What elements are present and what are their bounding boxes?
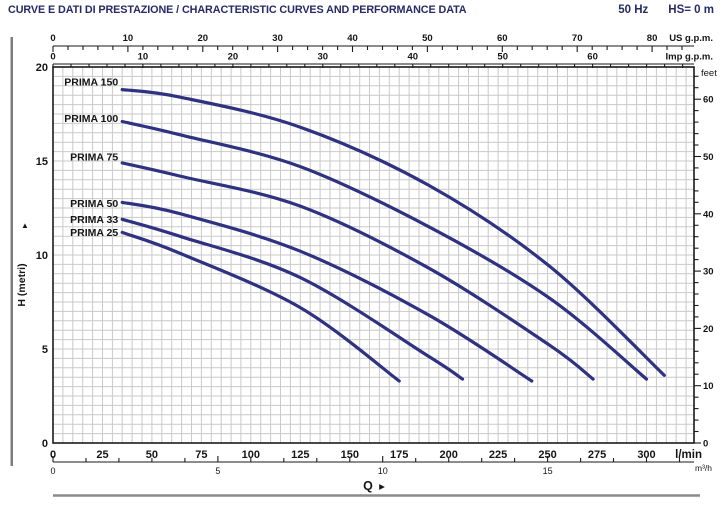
svg-text:US g.p.m.: US g.p.m. — [669, 33, 713, 44]
svg-text:40: 40 — [703, 209, 714, 220]
svg-text:300: 300 — [637, 449, 655, 461]
svg-text:250: 250 — [538, 449, 556, 461]
series-label-prima-50: PRIMA 50 — [70, 198, 118, 210]
svg-text:▲: ▲ — [21, 221, 29, 230]
svg-text:50: 50 — [703, 152, 714, 163]
axis-m3h: 0 5 10 15 m³/h — [50, 456, 712, 476]
svg-text:5: 5 — [42, 344, 48, 356]
series-label-prima-150: PRIMA 150 — [64, 77, 118, 89]
svg-text:15: 15 — [543, 466, 553, 476]
svg-text:▶: ▶ — [379, 482, 386, 491]
svg-text:20: 20 — [228, 52, 239, 63]
q-axis-title: Q ▶ — [363, 479, 386, 493]
svg-text:feet: feet — [701, 68, 717, 79]
svg-text:0: 0 — [50, 52, 55, 63]
svg-text:25: 25 — [96, 449, 108, 461]
svg-text:80: 80 — [647, 33, 658, 44]
curve-prima-33 — [120, 217, 465, 381]
series-label-prima-75: PRIMA 75 — [70, 152, 118, 164]
svg-text:30: 30 — [318, 52, 329, 63]
header-conditions: 50 Hz HS= 0 m — [618, 4, 714, 16]
curve-prima-150 — [120, 88, 666, 377]
svg-text:60: 60 — [587, 52, 598, 63]
svg-text:40: 40 — [408, 52, 419, 63]
axis-us-gpm: 0 10 20 30 40 50 60 70 80 US g.p.m. — [50, 33, 713, 52]
svg-text:125: 125 — [291, 449, 309, 461]
curve-prima-75 — [120, 161, 595, 381]
svg-text:275: 275 — [588, 449, 606, 461]
svg-text:200: 200 — [440, 449, 458, 461]
svg-text:20: 20 — [703, 324, 714, 335]
svg-text:20: 20 — [198, 33, 209, 44]
svg-text:225: 225 — [489, 449, 507, 461]
series-label-prima-25: PRIMA 25 — [70, 227, 118, 239]
svg-text:Q: Q — [363, 479, 373, 493]
svg-text:5: 5 — [215, 466, 220, 476]
axis-feet: 0 10 20 30 40 50 60 feet — [694, 68, 717, 450]
svg-text:50: 50 — [146, 449, 158, 461]
frequency-label: 50 Hz — [618, 4, 649, 16]
suction-head-label: HS= 0 m — [668, 4, 714, 16]
svg-text:10: 10 — [138, 52, 149, 63]
svg-text:175: 175 — [390, 449, 408, 461]
header: CURVE E DATI DI PRESTAZIONE / CHARACTERI… — [8, 4, 714, 16]
svg-text:50: 50 — [422, 33, 433, 44]
svg-text:50: 50 — [497, 52, 508, 63]
grid — [53, 67, 694, 443]
left-page-bar — [10, 37, 13, 466]
svg-text:75: 75 — [195, 449, 207, 461]
axis-imp-gpm: 0 10 20 30 40 50 60 Imp g.p.m. — [50, 52, 714, 68]
svg-text:10: 10 — [703, 381, 714, 392]
svg-text:0: 0 — [50, 466, 55, 476]
svg-text:100: 100 — [242, 449, 260, 461]
svg-text:20: 20 — [36, 62, 48, 74]
series-label-prima-33: PRIMA 33 — [70, 214, 118, 226]
svg-text:0: 0 — [50, 33, 55, 44]
plot-border — [52, 66, 695, 444]
svg-text:60: 60 — [703, 95, 714, 106]
svg-text:m³/h: m³/h — [695, 463, 712, 473]
svg-text:10: 10 — [378, 466, 388, 476]
page-title: CURVE E DATI DI PRESTAZIONE / CHARACTERI… — [8, 4, 467, 16]
svg-text:70: 70 — [572, 33, 583, 44]
svg-text:15: 15 — [36, 156, 48, 168]
svg-text:0: 0 — [703, 439, 708, 450]
svg-text:10: 10 — [123, 33, 134, 44]
axis-lmin: 0 25 50 75 100 125 150 175 200 225 250 275 300 l/min — [50, 449, 702, 461]
svg-text:l/min: l/min — [675, 449, 702, 461]
svg-text:40: 40 — [347, 33, 358, 44]
svg-text:30: 30 — [272, 33, 283, 44]
curve-prima-25 — [120, 230, 401, 383]
svg-text:30: 30 — [703, 267, 714, 278]
svg-text:Imp g.p.m.: Imp g.p.m. — [666, 52, 714, 63]
curve-prima-50 — [120, 200, 534, 383]
curve-prima-100 — [120, 119, 649, 381]
axis-h-metri: 0 5 10 15 20 ▲ H (metri) — [16, 62, 48, 450]
svg-text:60: 60 — [497, 33, 508, 44]
series-label-prima-100: PRIMA 100 — [64, 113, 118, 125]
svg-text:150: 150 — [341, 449, 359, 461]
svg-text:0: 0 — [42, 438, 48, 450]
curves: PRIMA 150 PRIMA 100 PRIMA 75 PRIMA 50 PRIMA … — [64, 77, 666, 383]
svg-text:0: 0 — [50, 449, 56, 461]
svg-text:H (metri): H (metri) — [16, 263, 28, 306]
svg-text:10: 10 — [36, 250, 48, 262]
